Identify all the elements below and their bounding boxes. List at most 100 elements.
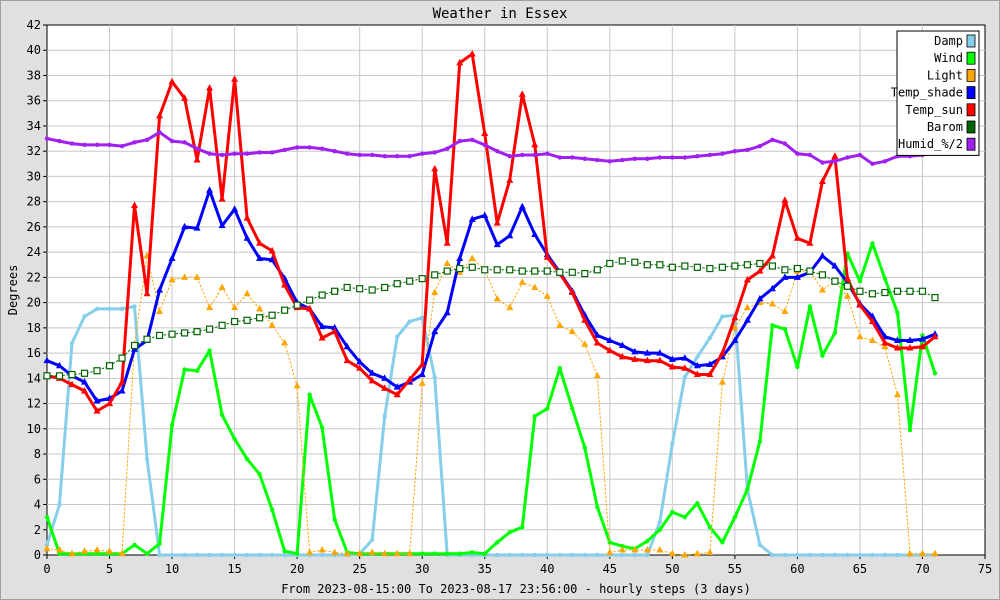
data-point-humid-2 — [845, 155, 850, 160]
data-point-light — [68, 549, 76, 557]
data-point-temp-sun — [543, 253, 551, 260]
data-point-damp — [132, 304, 137, 309]
data-point-temp-shade — [518, 202, 526, 210]
data-point-light — [906, 549, 914, 557]
data-point-wind — [870, 241, 875, 246]
data-point-light — [43, 544, 51, 552]
data-point-humid-2 — [557, 155, 562, 160]
chart-title: Weather in Essex — [433, 6, 568, 22]
y-tick-label: 42 — [27, 18, 41, 32]
data-point-humid-2 — [482, 142, 487, 148]
data-point-light — [431, 288, 439, 296]
x-tick-label: 10 — [165, 562, 179, 576]
y-tick-label: 30 — [27, 169, 41, 183]
data-point-temp-sun — [481, 129, 489, 137]
data-point-barom — [606, 259, 614, 268]
data-point-barom — [293, 301, 301, 309]
legend-label-humid-2: Humid_%/2 — [898, 137, 963, 151]
data-point-damp — [620, 552, 625, 558]
data-point-temp-sun — [706, 370, 714, 378]
data-point-humid-2 — [457, 138, 462, 144]
data-point-barom — [543, 267, 551, 275]
data-point-barom — [243, 316, 251, 324]
y-tick-label: 40 — [27, 43, 41, 57]
data-point-damp — [845, 552, 850, 558]
data-point-barom — [80, 369, 89, 377]
y-tick-label: 26 — [27, 220, 41, 234]
x-tick-label: 70 — [915, 562, 929, 576]
data-point-temp-sun — [831, 152, 839, 159]
x-tick-label: 35 — [478, 562, 492, 576]
data-point-barom — [768, 262, 776, 270]
data-point-temp-sun — [181, 94, 189, 101]
legend-swatch-damp — [966, 34, 976, 48]
data-point-light — [106, 547, 114, 554]
data-point-temp-sun — [268, 246, 276, 254]
data-point-humid-2 — [57, 138, 62, 144]
data-point-wind — [194, 368, 200, 373]
data-point-temp-sun — [218, 195, 226, 202]
data-point-light — [556, 321, 564, 328]
y-tick-label: 12 — [27, 397, 41, 411]
data-point-humid-2 — [495, 148, 500, 154]
data-point-wind — [782, 326, 788, 332]
legend-swatch-light — [966, 69, 976, 82]
data-point-light — [293, 381, 301, 389]
data-point-damp — [432, 374, 437, 380]
data-point-wind — [219, 412, 225, 418]
data-point-damp — [882, 552, 888, 558]
data-point-temp-shade — [818, 251, 826, 259]
data-point-light — [893, 390, 901, 398]
data-point-light — [118, 549, 126, 557]
data-point-temp-sun — [318, 333, 326, 341]
data-point-wind — [557, 366, 562, 371]
data-point-light — [306, 548, 314, 555]
data-point-barom — [756, 259, 764, 268]
data-point-light — [931, 549, 939, 557]
data-point-light — [506, 303, 514, 311]
data-point-barom — [343, 283, 351, 292]
data-point-barom — [468, 263, 476, 271]
data-point-light — [418, 379, 426, 386]
data-point-wind — [282, 549, 287, 554]
data-point-temp-shade — [531, 230, 539, 237]
y-tick-label: 24 — [27, 245, 41, 259]
x-tick-label: 0 — [43, 562, 50, 576]
data-point-wind — [932, 371, 938, 376]
data-point-light — [518, 278, 526, 285]
data-point-damp — [757, 542, 763, 548]
y-axis-label: Degrees — [6, 265, 20, 316]
data-point-temp-sun — [118, 378, 126, 385]
data-point-humid-2 — [782, 141, 788, 146]
data-point-light — [93, 545, 101, 553]
data-point-wind — [144, 551, 150, 556]
y-tick-label: 6 — [34, 472, 41, 486]
data-point-temp-shade — [368, 369, 376, 376]
data-point-damp — [207, 552, 212, 558]
axes: 0246810121416182022242628303234363840420… — [27, 18, 993, 576]
data-point-humid-2 — [207, 151, 212, 156]
data-point-barom — [531, 267, 539, 275]
data-point-humid-2 — [119, 143, 125, 149]
data-point-humid-2 — [169, 138, 175, 144]
data-point-damp — [895, 552, 900, 558]
data-point-humid-2 — [294, 145, 300, 150]
data-point-wind — [495, 540, 500, 545]
data-point-temp-shade — [118, 386, 126, 394]
data-point-barom — [731, 262, 739, 270]
data-point-wind — [570, 406, 575, 411]
data-point-temp-sun — [606, 346, 614, 354]
y-tick-label: 16 — [27, 346, 41, 360]
data-point-temp-sun — [893, 344, 901, 351]
y-tick-label: 28 — [27, 195, 41, 209]
data-point-light — [568, 327, 576, 335]
data-point-humid-2 — [645, 156, 650, 161]
data-point-humid-2 — [507, 154, 512, 159]
data-point-temp-sun — [81, 386, 89, 394]
data-point-damp — [795, 552, 800, 558]
legend-swatch-wind — [966, 51, 976, 65]
data-point-barom — [431, 271, 439, 279]
data-point-damp — [870, 552, 875, 558]
x-tick-label: 30 — [415, 562, 429, 576]
